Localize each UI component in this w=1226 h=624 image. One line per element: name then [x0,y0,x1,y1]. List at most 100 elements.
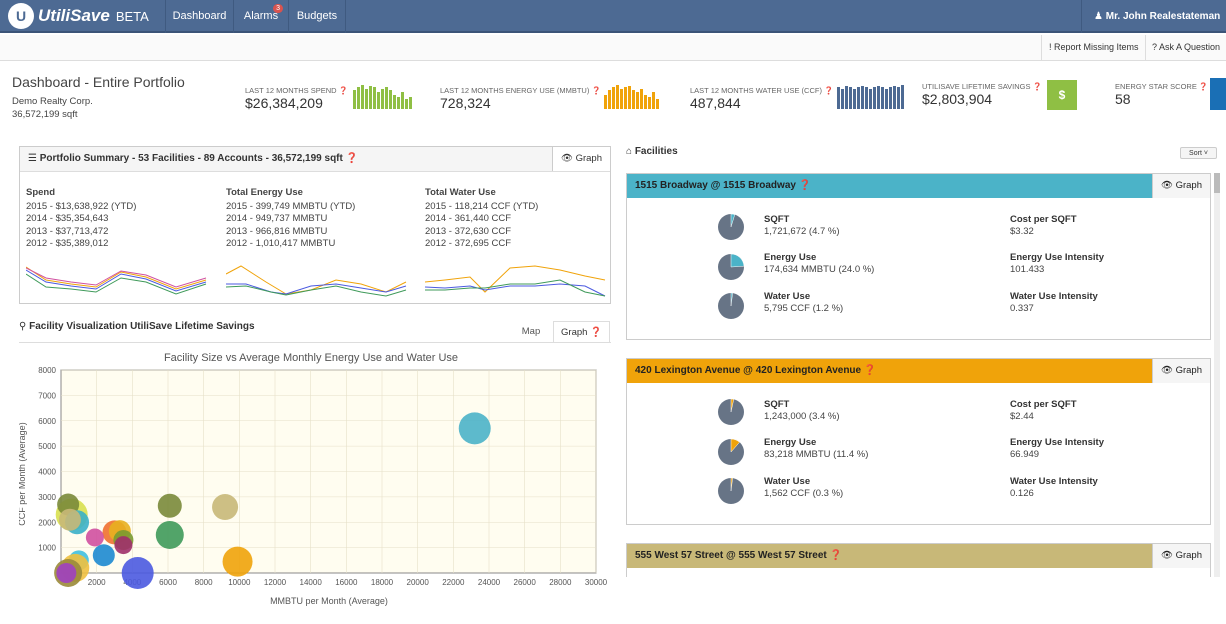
scatter-point [114,536,132,554]
savings-button[interactable]: $ [1047,80,1077,110]
spark-bar [357,87,360,109]
help-icon: ❓ [346,153,358,164]
chart-ylabel: CCF per Month (Average) [19,422,27,525]
wui-metric: Water Use Intensity 0.337 [1010,291,1098,315]
scatter-point [212,494,238,520]
sqft-metric: SQFT 1,721,672 (4.7 %) [764,214,840,238]
spark-bar [652,92,655,109]
summary-sqft: 36,572,199 sqft [272,153,343,164]
portfolio-sqft: 36,572,199 sqft [12,109,78,120]
scatter-chart: Facility Size vs Average Monthly Energy … [19,344,611,612]
facility-name: 555 West 57 Street @ 555 West 57 Street [635,550,827,561]
water-row: 2014 - 361,440 CCF [425,213,538,226]
energy-row: 2012 - 1,010,417 MMBTU [226,238,355,251]
spark-bar [845,86,848,109]
spark-bar [616,85,619,109]
tab-map[interactable]: Map [508,321,554,343]
y-tick-label: 2000 [38,518,56,527]
x-tick-label: 30000 [585,578,608,587]
y-tick-label: 5000 [38,442,56,451]
company-name: Demo Realty Corp. [12,96,93,107]
beta-label: BETA [116,9,149,24]
water-row: 2013 - 372,630 CCF [425,226,538,239]
menu-icon: ☰ [28,153,37,164]
x-tick-label: 24000 [478,578,501,587]
facility-header[interactable]: 420 Lexington Avenue @ 420 Lexington Ave… [627,359,1210,383]
help-icon: ❓ [339,86,348,95]
x-tick-label: 26000 [514,578,537,587]
spend-column: Spend 2015 - $13,638,922 (YTD) 2014 - $3… [26,187,136,251]
kpi-energy-star-label: ENERGY STAR SCORE ❓ [1115,82,1208,91]
spark-bar [644,95,647,109]
spark-bar [853,89,856,109]
ask-question-link[interactable]: ? Ask A Question [1152,42,1220,52]
eui-metric: Energy Use Intensity 66.949 [1010,437,1104,461]
facility-card: 1515 Broadway @ 1515 Broadway ❓ 👁 Graph … [626,173,1211,340]
kpi-energy-value: 728,324 [440,95,491,111]
kpi-energy-sparkbars [604,85,659,109]
x-tick-label: 2000 [88,578,106,587]
user-menu[interactable]: ♟ Mr. John Realestateman ▾ [1081,0,1226,33]
facility-graph-button[interactable]: 👁 Graph [1152,174,1210,198]
water-metric: Water Use 5,795 CCF (1.2 %) [764,291,843,315]
alarm-count-badge: 3 [273,4,283,13]
spark-bar [861,86,864,109]
spark-bar [397,97,400,109]
help-icon: ❓ [591,86,600,95]
spark-bar [385,87,388,109]
spark-bar [901,85,904,109]
x-tick-label: 18000 [371,578,394,587]
kpi-energy-label: LAST 12 MONTHS ENERGY USE (MMBTU) ❓ [440,86,601,95]
spark-bar [353,90,356,109]
spend-trend-sparkline [26,262,208,300]
y-tick-label: 8000 [38,366,56,375]
x-tick-label: 22000 [442,578,465,587]
facility-card: 555 West 57 Street @ 555 West 57 Street … [626,543,1211,577]
scatter-point [86,528,104,546]
facility-header[interactable]: 1515 Broadway @ 1515 Broadway ❓ 👁 Graph [627,174,1210,198]
kpi-savings-label: UTILISAVE LIFETIME SAVINGS ❓ [922,82,1042,91]
facility-graph-button[interactable]: 👁 Graph [1152,544,1210,568]
eye-icon: 👁 [1161,180,1173,191]
spark-bar [381,89,384,109]
y-tick-label: 3000 [38,493,56,502]
y-tick-label: 7000 [38,391,56,400]
facilities-scrollbar[interactable] [1214,173,1220,577]
sort-dropdown[interactable]: Sort ˅ [1180,147,1217,159]
user-name: Mr. John Realestateman [1106,11,1220,22]
facility-graph-button[interactable]: 👁 Graph [1152,359,1210,383]
nav-alarms[interactable]: Alarms 3 [233,0,288,33]
user-icon: ♟ [1094,11,1103,22]
spark-bar [841,89,844,109]
scrollbar-thumb[interactable] [1214,173,1220,193]
help-icon: ❓ [830,550,842,561]
nav-dashboard[interactable]: Dashboard [165,0,233,33]
scatter-point [158,494,182,518]
spark-bar [656,99,659,109]
energy-metric: Energy Use 174,634 MMBTU (24.0 %) [764,252,874,276]
spark-bar [604,95,607,109]
scatter-point [459,412,491,444]
facility-header[interactable]: 555 West 57 Street @ 555 West 57 Street … [627,544,1210,568]
spark-bar [897,87,900,109]
sqft-pie [717,213,745,241]
tab-graph[interactable]: Graph ❓ [553,321,610,343]
spark-bar [373,87,376,109]
help-icon: ❓ [1199,82,1208,91]
water-metric: Water Use 1,562 CCF (0.3 %) [764,476,843,500]
water-pie [717,477,745,505]
report-missing-link[interactable]: ! Report Missing Items [1049,42,1139,52]
help-icon: ❓ [824,86,833,95]
facility-name: 1515 Broadway @ 1515 Broadway [635,180,796,191]
help-icon: ❓ [1033,82,1042,91]
spark-bar [393,95,396,109]
spend-row: 2012 - $35,389,012 [26,238,136,251]
nav-budgets[interactable]: Budgets [288,0,346,33]
scatter-point [122,557,154,589]
spark-bar [369,86,372,109]
summary-title: Portfolio Summary [40,153,129,164]
nav-alarms-label: Alarms [244,10,278,22]
brand-logo[interactable]: U UtiliSave BETA [8,3,149,29]
summary-graph-button[interactable]: 👁 Graph [552,147,610,171]
energy-row: 2015 - 399,749 MMBTU (YTD) [226,201,355,214]
